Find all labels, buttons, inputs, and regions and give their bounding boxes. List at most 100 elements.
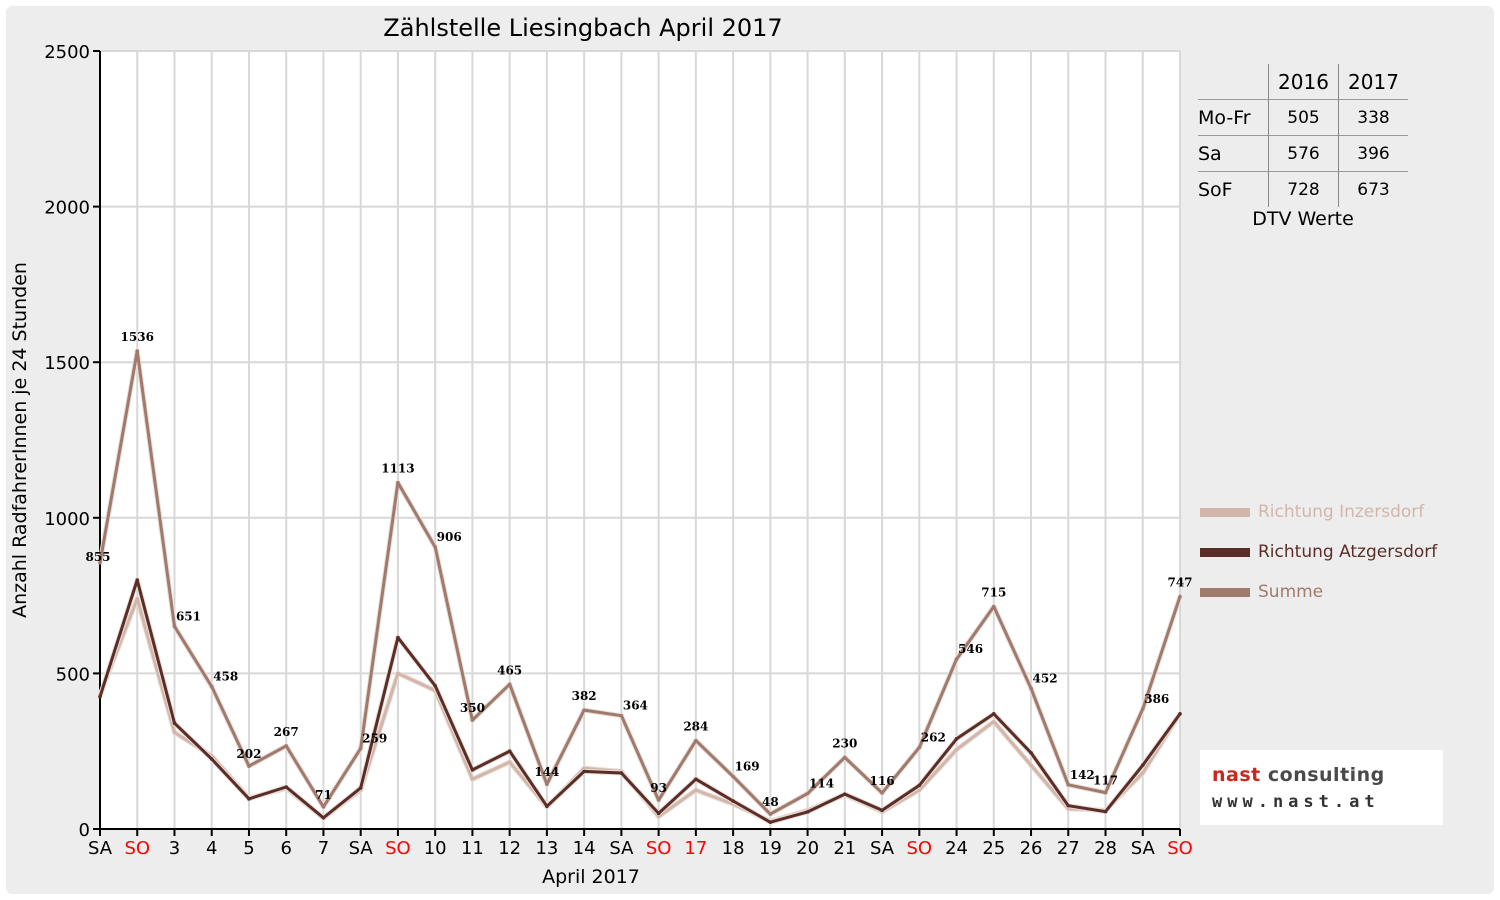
legend-item-atzgersdorf: Richtung Atzgersdorf: [1200, 532, 1437, 572]
data-label: 465: [497, 663, 522, 677]
y-tick-label: 1000: [44, 509, 90, 530]
x-tick-label: 27: [1057, 838, 1080, 859]
x-tick-label: SA: [1131, 838, 1156, 859]
x-tick-label: 6: [280, 838, 291, 859]
data-point: [396, 671, 400, 676]
data-point: [619, 771, 624, 775]
data-label: 142: [1070, 768, 1095, 782]
data-point: [1029, 750, 1033, 755]
x-axis-label: April 2017: [542, 866, 640, 888]
data-point: [396, 635, 400, 640]
x-tick-label: 10: [424, 838, 447, 859]
data-point: [731, 774, 735, 779]
data-label: 452: [1033, 671, 1058, 685]
dtv-value: 505: [1268, 99, 1339, 136]
data-point: [768, 812, 773, 816]
x-tick-label: 28: [1094, 838, 1117, 859]
data-point: [433, 545, 437, 549]
data-label: 364: [623, 699, 648, 713]
dtv-row-sof: SoF 728 673: [1198, 171, 1408, 207]
x-tick-label: 18: [722, 838, 745, 859]
x-tick-label: SO: [646, 838, 672, 859]
data-label: 117: [1093, 774, 1118, 788]
data-point: [843, 792, 847, 796]
x-tick-label: SO: [1167, 838, 1193, 859]
data-point: [135, 578, 140, 582]
data-point: [1178, 712, 1182, 716]
data-point: [1140, 763, 1145, 768]
data-label: 284: [683, 720, 708, 734]
dtv-row-mofr: Mo-Fr 505 338: [1198, 99, 1408, 136]
data-point: [694, 788, 698, 792]
data-point: [545, 804, 549, 809]
data-point: [507, 749, 512, 753]
data-label: 71: [315, 788, 332, 802]
data-label: 651: [176, 609, 201, 623]
x-tick-label: SA: [609, 838, 634, 859]
data-point: [135, 349, 140, 353]
data-label: 855: [85, 550, 110, 564]
x-tick-label: SO: [124, 838, 150, 859]
dtv-corner: [1198, 64, 1269, 100]
data-point: [507, 682, 512, 687]
data-point: [954, 736, 959, 741]
data-point: [582, 708, 586, 712]
data-point: [954, 747, 959, 752]
data-point: [284, 785, 289, 789]
data-point: [470, 718, 475, 722]
data-point: [917, 745, 922, 750]
y-tick-label: 2500: [44, 42, 90, 63]
data-point: [954, 657, 959, 661]
dtv-header-row: 2016 2017: [1198, 64, 1408, 100]
logo-word-consulting: consulting: [1267, 764, 1385, 786]
data-point: [98, 694, 102, 699]
data-label: 48: [762, 795, 779, 809]
dtv-value: 673: [1338, 171, 1408, 207]
legend-item-inzersdorf: Richtung Inzersdorf: [1200, 492, 1437, 532]
data-label: 1536: [121, 330, 154, 344]
data-label: 262: [921, 730, 946, 744]
nast-consulting-logo: nast consulting www.nast.at: [1200, 750, 1443, 825]
data-point: [172, 624, 177, 629]
dtv-row-sa: Sa 576 396: [1198, 135, 1408, 172]
y-tick-label: 1500: [44, 353, 90, 374]
y-tick-label: 0: [79, 820, 90, 841]
data-label: 93: [650, 781, 667, 795]
data-point: [805, 791, 810, 796]
data-point: [880, 808, 884, 813]
data-label: 747: [1167, 576, 1192, 590]
data-point: [731, 799, 735, 803]
x-tick-label: 13: [535, 838, 558, 859]
y-axis-label: Anzahl RadfahrerInnen je 24 Stunden: [9, 262, 31, 618]
data-label: 230: [832, 736, 857, 750]
data-label: 144: [534, 765, 559, 779]
data-point: [470, 777, 475, 782]
data-point: [172, 721, 177, 725]
data-label: 382: [572, 689, 597, 703]
data-point: [284, 744, 289, 748]
data-point: [172, 730, 177, 735]
data-point: [880, 791, 884, 795]
x-tick-label: SO: [385, 838, 411, 859]
legend-label: Richtung Atzgersdorf: [1258, 542, 1438, 562]
dtv-row-label: Mo-Fr: [1198, 99, 1269, 136]
data-point: [1103, 790, 1108, 795]
dtv-value: 728: [1268, 171, 1339, 207]
data-point: [321, 815, 326, 820]
data-label: 114: [809, 777, 834, 791]
chart-title: Zählstelle Liesingbach April 2017: [383, 14, 782, 42]
data-point: [843, 755, 847, 760]
data-point: [917, 783, 922, 788]
data-point: [358, 746, 363, 751]
x-tick-label: SA: [349, 838, 374, 859]
x-tick-label: 12: [498, 838, 521, 859]
legend-item-summe: Summe: [1200, 572, 1437, 612]
data-label: 259: [362, 731, 387, 745]
data-label: 267: [274, 725, 299, 739]
x-tick-label: 20: [796, 838, 819, 859]
legend-label: Summe: [1258, 582, 1324, 602]
data-point: [321, 805, 326, 809]
legend-label: Richtung Inzersdorf: [1258, 502, 1425, 522]
plot-area: [100, 51, 1180, 829]
data-label: 386: [1144, 692, 1169, 706]
